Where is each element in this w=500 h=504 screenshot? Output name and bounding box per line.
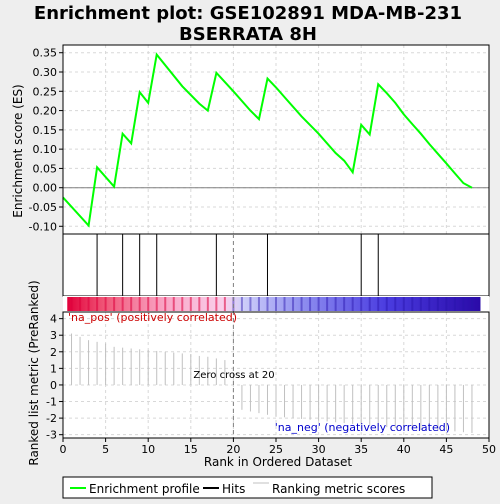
es-ytick-label: 0.00 — [33, 182, 58, 195]
heat-bar — [67, 297, 481, 311]
metric-ytick-label: 4 — [50, 313, 57, 326]
metric-ytick-label: -1 — [46, 396, 57, 409]
x-tick-label: 20 — [226, 443, 240, 456]
pos-annotation: 'na_pos' (positively correlated) — [68, 311, 237, 324]
es-ytick-label: 0.20 — [33, 105, 58, 118]
es-ytick-label: 0.05 — [33, 162, 58, 175]
x-tick-label: 50 — [482, 443, 496, 456]
es-ytick-label: 0.35 — [33, 47, 58, 60]
x-tick-label: 10 — [141, 443, 155, 456]
metric-ytick-label: -3 — [46, 429, 57, 442]
x-tick-label: 25 — [269, 443, 283, 456]
heat-bar-panel — [63, 296, 489, 312]
legend: Enrichment profile Hits Ranking metric s… — [62, 476, 433, 499]
es-panel: -0.10 -0.05 0.00 0.05 0.10 0.15 0.20 0.25 0.30 0.… — [29, 44, 490, 235]
legend-metric-label: Ranking metric scores — [272, 482, 405, 496]
x-tick-label: 45 — [439, 443, 453, 456]
es-ytick-label: 0.25 — [33, 85, 58, 98]
legend-box — [62, 476, 433, 499]
metric-ytick-label: 2 — [50, 346, 57, 359]
x-tick-label: 30 — [312, 443, 326, 456]
x-tick-label: 40 — [397, 443, 411, 456]
zero-cross-annotation: Zero cross at 20 — [193, 370, 274, 381]
es-ytick-label: 0.15 — [33, 124, 58, 137]
chart-title-line-1: Enrichment plot: GSE102891 MDA-MB-231 — [34, 3, 462, 24]
legend-profile-label: Enrichment profile — [89, 482, 200, 496]
x-tick-label: 35 — [354, 443, 368, 456]
es-ytick-label: -0.10 — [29, 220, 57, 233]
chart-title-line-2: BSERRATA 8H — [179, 24, 317, 45]
es-axis-label: Enrichment score (ES) — [11, 84, 25, 217]
metric-ytick-label: 0 — [50, 379, 57, 392]
es-ytick-label: 0.30 — [33, 66, 58, 79]
metric-ytick-label: 1 — [50, 362, 57, 375]
hits-plot-area — [63, 234, 489, 296]
x-axis-label: Rank in Ordered Dataset — [204, 455, 352, 469]
metric-ytick-label: -2 — [46, 412, 57, 425]
metric-panel: -3 -2 -1 0 1 2 3 4 'na_pos' (positively correlat… — [46, 234, 496, 456]
metric-axis-label: Ranked list metric (PreRanked) — [27, 280, 41, 465]
neg-annotation: 'na_neg' (negatively correlated) — [275, 421, 450, 434]
x-tick-label: 0 — [60, 443, 67, 456]
metric-ytick-label: 3 — [50, 329, 57, 342]
x-tick-label: 5 — [102, 443, 109, 456]
legend-hits-label: Hits — [222, 482, 245, 496]
hits-panel — [62, 233, 490, 297]
enrichment-profile-line — [62, 52, 473, 228]
es-ytick-label: -0.05 — [29, 201, 57, 214]
es-ytick-label: 0.10 — [33, 143, 58, 156]
x-tick-label: 15 — [184, 443, 198, 456]
